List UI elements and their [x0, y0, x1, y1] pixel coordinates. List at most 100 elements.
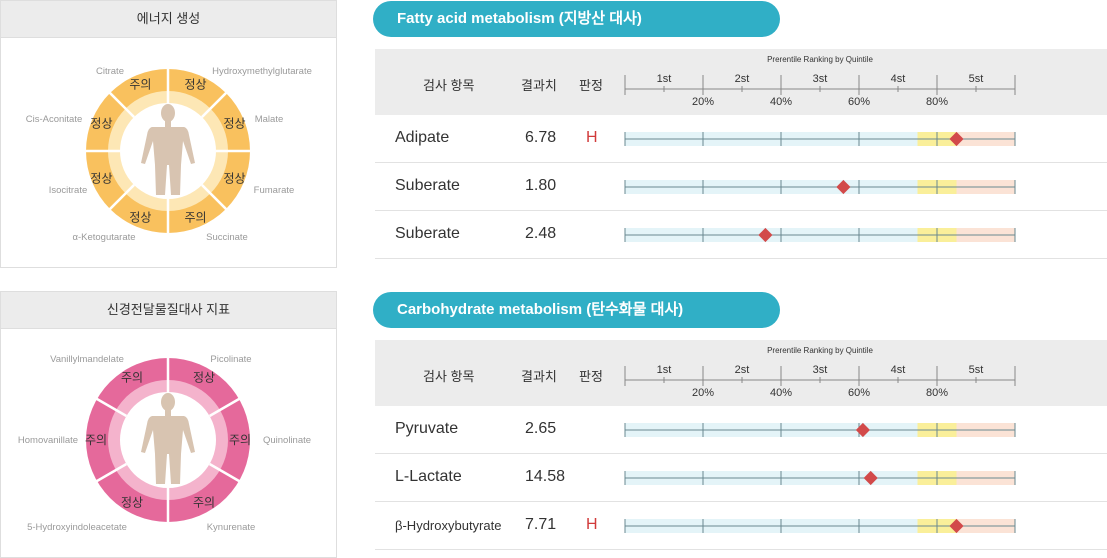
neuro-metabolite-label: Kynurenate [207, 522, 256, 533]
neuro-segment-status: 주의 [229, 433, 251, 447]
quintile-label: 5st [968, 73, 984, 85]
energy-metabolite-label: Malate [255, 114, 284, 125]
energy-metabolite-label: Succinate [206, 232, 248, 243]
row-item-name: β-Hydroxybutyrate [395, 518, 502, 533]
neuro-segment-divider [208, 397, 241, 418]
energy-segment-status: 정상 [223, 116, 245, 130]
percentile-marker [949, 131, 964, 147]
energy-metabolite-label: α-Ketogutarate [72, 232, 135, 243]
table-row: Adipate 6.78 H [375, 115, 1107, 163]
table-header: 검사 항목 결과치 판정 Prerentile Ranking by Quintile… [375, 49, 1107, 115]
percent-tick-label: 80% [925, 96, 949, 108]
percent-tick-label: 20% [691, 96, 715, 108]
neuro-segment-status: 주의 [121, 371, 143, 385]
percentile-bar [624, 131, 1016, 147]
neuro-segment-status: 주의 [85, 433, 107, 447]
neuro-segment-status: 주의 [193, 495, 215, 509]
neuro-metabolite-label: Picolinate [210, 354, 251, 365]
human-body-icon [141, 104, 195, 195]
percent-tick-label: 60% [847, 387, 871, 399]
row-item-name: Pyruvate [395, 420, 459, 437]
row-result-value: 2.48 [525, 225, 557, 242]
energy-panel-title: 에너지 생성 [1, 1, 336, 38]
carbohydrate-table: 검사 항목 결과치 판정 Prerentile Ranking by Quintile… [375, 340, 1107, 551]
row-item-name: Suberate [395, 177, 460, 194]
energy-metabolite-label: Citrate [96, 66, 124, 77]
percentile-bar [624, 179, 1016, 195]
energy-segment-status: 정상 [90, 116, 112, 130]
row-result-value: 6.78 [525, 129, 557, 146]
energy-metabolite-label: Isocitrate [49, 185, 88, 196]
energy-segment-divider [108, 184, 135, 211]
human-body-icon [141, 393, 195, 484]
neuro-panel-title: 신경전달물질대사 지표 [1, 292, 336, 329]
column-header-judgement: 판정 [579, 369, 603, 384]
row-item-name: L-Lactate [395, 468, 462, 485]
percent-tick-label: 20% [691, 387, 715, 399]
column-header-item: 검사 항목 [423, 369, 475, 384]
percentile-marker [949, 518, 964, 534]
percentile-bar [624, 470, 1016, 486]
table-header: 검사 항목 결과치 판정 Prerentile Ranking by Quintile… [375, 340, 1107, 406]
energy-metabolite-label: Hydroxymethylglutarate [212, 66, 312, 77]
percentile-bar [624, 518, 1016, 534]
energy-segment-status: 정상 [90, 172, 112, 186]
neuro-segment-divider [95, 397, 128, 418]
percentile-bar [624, 227, 1016, 243]
energy-segment-divider [108, 91, 135, 118]
energy-segment-divider [201, 91, 228, 118]
quintile-label: 1st [656, 73, 672, 85]
column-header-item: 검사 항목 [423, 78, 475, 93]
quintile-label: 4st [890, 73, 906, 85]
neuro-metabolite-label: Homovanillate [18, 435, 78, 446]
neuro-segment-status: 정상 [193, 371, 215, 385]
row-judgement-flag: H [586, 129, 598, 146]
energy-segment-status: 정상 [185, 77, 207, 91]
table-row: Suberate 2.48 [375, 211, 1107, 259]
column-header-judgement: 판정 [579, 78, 603, 93]
energy-metabolite-label: Cis-Aconitate [26, 114, 83, 125]
energy-segment-status: 주의 [129, 77, 151, 91]
quintile-label: 3st [812, 364, 828, 376]
neuro-wheel: 정상주의주의정상주의주의PicolinateQuinolinateKynuren… [18, 354, 311, 533]
energy-panel: 에너지 생성 정상 정상 정상 주의 정상 정상 정상 주의 Citrate Hydroxymet… [0, 0, 337, 268]
quintile-label: 5st [968, 364, 984, 376]
neuro-segment-divider [208, 462, 241, 483]
percent-tick-label: 40% [769, 96, 793, 108]
energy-segment-status: 정상 [129, 211, 151, 225]
column-header-result: 결과치 [521, 369, 557, 384]
neuro-segment-status: 정상 [121, 495, 143, 509]
energy-segment-divider [201, 184, 228, 211]
neuro-metabolite-label: Vanillylmandelate [50, 354, 124, 365]
row-item-name: Suberate [395, 225, 460, 242]
percentile-marker [863, 470, 878, 486]
column-header-result: 결과치 [521, 78, 557, 93]
energy-segment-status: 정상 [223, 172, 245, 186]
quintile-label: 2st [734, 73, 750, 85]
row-item-name: Adipate [395, 129, 450, 146]
table-row: Suberate 1.80 [375, 163, 1107, 211]
table-row: β-Hydroxybutyrate 7.71 H [375, 502, 1107, 550]
energy-segment-status: 주의 [185, 211, 207, 225]
row-result-value: 2.65 [525, 420, 557, 437]
percent-tick-label: 80% [925, 387, 949, 399]
energy-metabolite-label: Fumarate [254, 185, 295, 196]
ranking-title: Prerentile Ranking by Quintile [767, 55, 873, 64]
quintile-label: 4st [890, 364, 906, 376]
ranking-title: Prerentile Ranking by Quintile [767, 346, 873, 355]
row-result-value: 14.58 [525, 468, 566, 485]
neuro-segment-divider [95, 462, 128, 483]
row-result-value: 1.80 [525, 177, 557, 194]
quintile-label: 1st [656, 364, 672, 376]
neuro-metabolite-label: 5-Hydroxyindoleacetate [27, 522, 127, 533]
fatty-acid-section-title: Fatty acid metabolism (지방산 대사) [373, 1, 780, 37]
quintile-label: 3st [812, 73, 828, 85]
neuro-panel: 신경전달물질대사 지표 정상 주의 주의 정상 주의 주의 Picolinate Quinol… [0, 291, 337, 558]
row-result-value: 7.71 [525, 516, 557, 533]
percent-tick-label: 40% [769, 387, 793, 399]
fatty-acid-table: 검사 항목 결과치 판정 Prerentile Ranking by Quintile… [375, 49, 1107, 260]
table-row: Pyruvate 2.65 [375, 406, 1107, 454]
table-row: L-Lactate 14.58 [375, 454, 1107, 502]
percent-tick-label: 60% [847, 96, 871, 108]
